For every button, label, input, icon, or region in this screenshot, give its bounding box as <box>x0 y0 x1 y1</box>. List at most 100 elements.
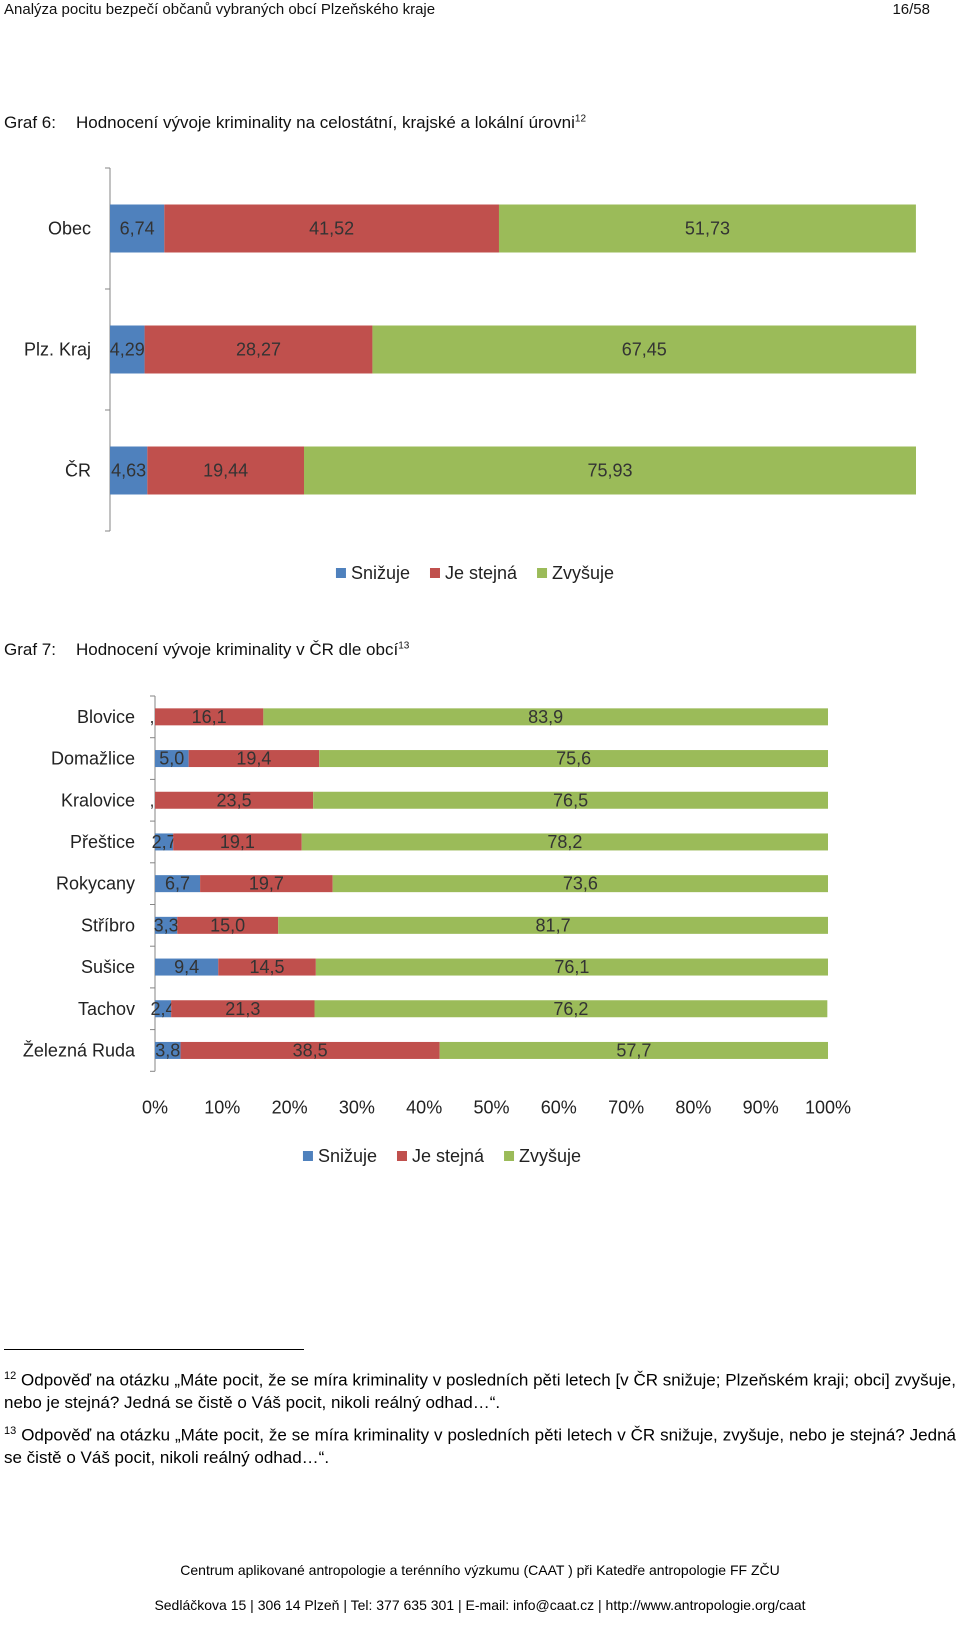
legend-label-je-stejna: Je stejná <box>412 1146 485 1166</box>
data-label-zvysuje-zelezna-ruda: 57,7 <box>616 1040 651 1060</box>
graf7-title: Hodnocení vývoje kriminality v ČR dle ob… <box>76 640 399 659</box>
category-label-kralovice: Kralovice <box>61 790 135 810</box>
bar-snizuje-susice <box>155 958 219 976</box>
bar-zvysuje-prestice <box>301 833 828 851</box>
data-label-je-stejna-blovice: 16,1 <box>192 707 227 727</box>
data-label-zvysuje-tachov: 76,2 <box>553 999 588 1019</box>
category-label-blovice: Blovice <box>77 707 135 727</box>
data-label-snizuje-obec: 6,74 <box>120 219 155 239</box>
x-tick-label: 40% <box>406 1097 442 1117</box>
bar-snizuje-plz-kraj <box>110 325 145 374</box>
x-tick-label: 50% <box>473 1097 509 1117</box>
bar-je-stejna-cr <box>147 446 305 495</box>
bar-zvysuje-tachov <box>314 1000 828 1018</box>
data-label-je-stejna-plz-kraj: 28,27 <box>236 340 281 360</box>
legend-label-zvysuje: Zvyšuje <box>519 1146 581 1166</box>
bar-snizuje-prestice <box>155 833 174 851</box>
data-label-je-stejna-rokycany: 19,7 <box>249 874 284 894</box>
x-tick-label: 80% <box>675 1097 711 1117</box>
category-label-domazlice: Domažlice <box>51 749 135 769</box>
bar-je-stejna-obec <box>164 204 499 253</box>
footnote-12: 12 Odpověď na otázku „Máte pocit, že se … <box>4 1365 956 1414</box>
footnote-13-text: Odpověď na otázku „Máte pocit, že se mír… <box>4 1425 956 1467</box>
page-header: Analýza pocitu bezpečí občanů vybraných … <box>0 0 960 30</box>
bar-snizuje-stribro <box>155 916 178 934</box>
graf6-title: Hodnocení vývoje kriminality na celostát… <box>76 113 575 132</box>
x-tick-label: 90% <box>743 1097 779 1117</box>
category-label-rokycany: Rokycany <box>56 874 135 894</box>
bar-zvysuje-obec <box>498 204 916 253</box>
category-label-susice: Sušice <box>81 957 135 977</box>
data-label-snizuje-domazlice: 5,0 <box>159 749 184 769</box>
x-tick-label: 60% <box>541 1097 577 1117</box>
bar-zvysuje-rokycany <box>332 875 828 893</box>
bar-snizuje-obec <box>110 204 165 253</box>
data-label-snizuje-tachov: 2,4 <box>151 999 176 1019</box>
x-tick-label: 20% <box>272 1097 308 1117</box>
bar-zvysuje-susice <box>315 958 828 976</box>
bar-je-stejna-prestice <box>173 833 302 851</box>
x-tick-label: 30% <box>339 1097 375 1117</box>
bar-je-stejna-tachov <box>171 1000 315 1018</box>
data-label-snizuje-plz-kraj: 4,29 <box>110 340 145 360</box>
graf6-footnote-ref: 12 <box>574 113 587 125</box>
bar-zvysuje-stribro <box>278 916 828 934</box>
category-label-plz-kraj: Plz. Kraj <box>24 340 91 360</box>
footnote-separator <box>4 1349 304 1350</box>
data-label-je-stejna-kralovice: 23,5 <box>217 790 252 810</box>
legend-label-je-stejna: Je stejná <box>445 563 518 583</box>
data-label-snizuje-cr: 4,63 <box>111 461 146 481</box>
graf6-caption: Graf 6: Hodnocení vývoje kriminality na c… <box>4 113 586 133</box>
x-tick-label: 0% <box>142 1097 168 1117</box>
footer-line-2: Sedláčkova 15 | 306 14 Plzeň | Tel: 377 … <box>154 1597 806 1613</box>
graf7-footnote-ref: 13 <box>398 640 410 652</box>
data-label-zvysuje-blovice: 83,9 <box>528 707 563 727</box>
bar-snizuje-tachov <box>155 1000 172 1018</box>
graf7-chart: Blovice,016,183,9Domažlice5,019,475,6Kra… <box>23 695 851 1166</box>
data-label-snizuje-prestice: 2,7 <box>152 832 177 852</box>
legend-label-snizuje: Snižuje <box>351 563 410 583</box>
data-label-zvysuje-plz-kraj: 67,45 <box>622 340 667 360</box>
bar-je-stejna-blovice <box>155 708 264 726</box>
category-label-obec: Obec <box>48 219 91 239</box>
legend-swatch-zvysuje <box>504 1151 515 1161</box>
legend-label-snizuje: Snižuje <box>318 1146 377 1166</box>
bar-zvysuje-domazlice <box>319 750 828 768</box>
bar-snizuje-zelezna-ruda <box>155 1041 181 1059</box>
data-label-je-stejna-prestice: 19,1 <box>220 832 255 852</box>
data-label-snizuje-zelezna-ruda: 3,8 <box>155 1040 180 1060</box>
graf6-label: Graf 6: <box>4 113 56 132</box>
graf7-label: Graf 7: <box>4 640 56 659</box>
bar-je-stejna-kralovice <box>155 791 314 809</box>
bar-je-stejna-plz-kraj <box>144 325 373 374</box>
footnote-13-number: 13 <box>4 1425 17 1437</box>
bar-je-stejna-stribro <box>177 916 279 934</box>
footnote-12-number: 12 <box>4 1370 17 1382</box>
page-number: 16/58 <box>892 1 930 18</box>
footnote-13: 13 Odpověď na otázku „Máte pocit, že se … <box>4 1420 956 1469</box>
data-label-zvysuje-stribro: 81,7 <box>536 915 571 935</box>
bar-zvysuje-blovice <box>263 708 828 726</box>
data-label-je-stejna-susice: 14,5 <box>250 957 285 977</box>
data-label-zvysuje-rokycany: 73,6 <box>563 874 598 894</box>
x-tick-label: 100% <box>805 1097 851 1117</box>
data-label-zvysuje-obec: 51,73 <box>685 219 730 239</box>
data-label-je-stejna-tachov: 21,3 <box>225 999 260 1019</box>
bar-je-stejna-domazlice <box>188 750 320 768</box>
data-label-zvysuje-susice: 76,1 <box>554 957 589 977</box>
bar-zvysuje-zelezna-ruda <box>439 1041 828 1059</box>
category-label-stribro: Stříbro <box>81 915 135 935</box>
footer-line-1: Centrum aplikované antropologie a terénn… <box>180 1562 780 1578</box>
legend-swatch-je-stejna <box>396 1151 407 1161</box>
category-label-zelezna-ruda: Železná Ruda <box>23 1040 136 1060</box>
data-label-je-stejna-zelezna-ruda: 38,5 <box>293 1040 328 1060</box>
data-label-je-stejna-domazlice: 19,4 <box>236 749 271 769</box>
category-label-cr: ČR <box>65 460 91 481</box>
graf7-caption: Graf 7: Hodnocení vývoje kriminality v ČR… <box>4 640 409 660</box>
bar-zvysuje-kralovice <box>313 791 828 809</box>
x-tick-label: 70% <box>608 1097 644 1117</box>
document-title: Analýza pocitu bezpečí občanů vybraných … <box>4 1 436 18</box>
graf6-chart: Obec 6,74 41,52 51,73 Plz. Kraj 4,29 28,27 67,4… <box>24 167 917 583</box>
bar-zvysuje-plz-kraj <box>372 325 917 374</box>
category-label-prestice: Přeštice <box>70 832 135 852</box>
